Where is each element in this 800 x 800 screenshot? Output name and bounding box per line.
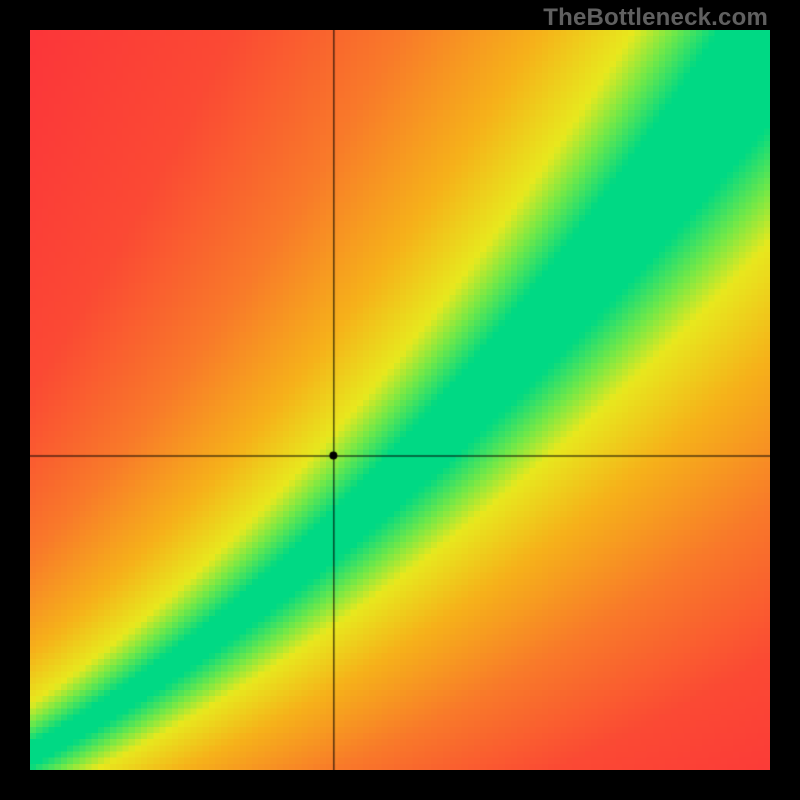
watermark-text: TheBottleneck.com bbox=[543, 4, 768, 32]
crosshair-overlay bbox=[30, 30, 770, 770]
chart-container: TheBottleneck.com bbox=[0, 0, 800, 800]
